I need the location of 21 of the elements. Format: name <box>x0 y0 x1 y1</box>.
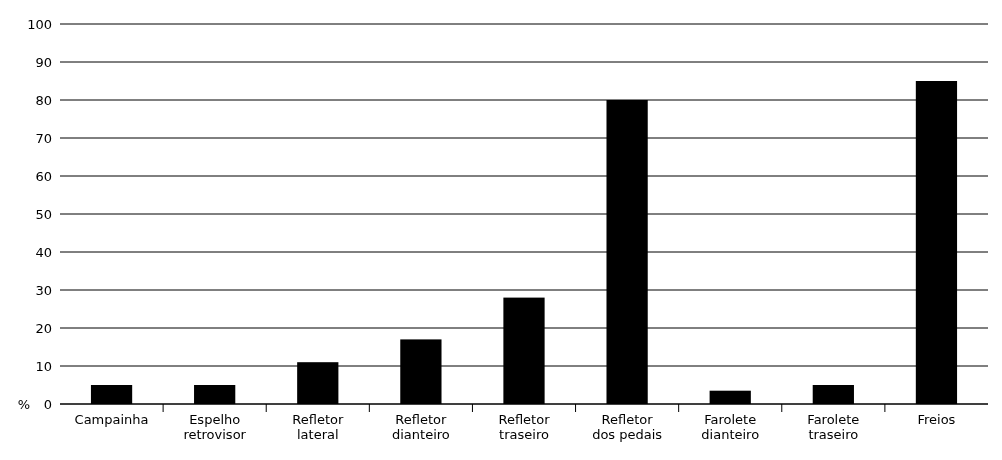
y-tick-label: 50 <box>35 206 52 222</box>
y-tick-label: 40 <box>35 244 52 260</box>
x-tick-label: Espelho retrovisor <box>183 412 247 442</box>
y-tick-label: 90 <box>35 54 52 70</box>
x-tick-label: Campainha <box>74 412 149 427</box>
y-tick-label: 60 <box>35 168 52 184</box>
x-tick-label: Refletor dianteiro <box>391 412 450 442</box>
x-tick-label: Refletor dos pedais <box>592 412 663 442</box>
y-tick-label: 10 <box>35 358 52 374</box>
y-tick-label: 20 <box>35 320 52 336</box>
y-tick-label: 70 <box>35 130 52 146</box>
x-tick-label: Farolete dianteiro <box>701 412 760 442</box>
x-tick-label: Refletor traseiro <box>498 412 551 442</box>
y-tick-label: 100 <box>27 16 52 32</box>
y-tick-label: 30 <box>35 282 52 298</box>
y-tick-label: 0 <box>43 396 52 412</box>
x-tick-label: Freios <box>917 412 956 427</box>
x-tick-label: Refletor lateral <box>292 412 344 442</box>
y-tick-label: 80 <box>35 92 52 108</box>
x-tick-label: Farolete traseiro <box>807 412 860 442</box>
y-axis-title: % <box>17 396 30 412</box>
